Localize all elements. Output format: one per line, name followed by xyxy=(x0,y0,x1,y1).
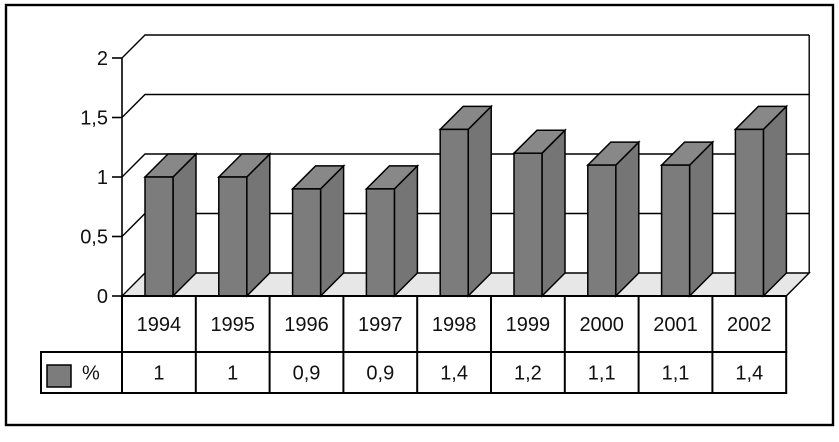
value-cell-1996: 0,9 xyxy=(293,363,321,385)
y-tick-label-1,5: 1,5 xyxy=(80,108,108,130)
year-cell-1997: 1997 xyxy=(358,314,403,336)
bar-2001 xyxy=(660,164,691,297)
y-tick-label-0,5: 0,5 xyxy=(80,227,108,249)
value-cell-2001: 1,1 xyxy=(662,363,690,385)
bar-1994 xyxy=(144,176,174,297)
gridline-1 xyxy=(121,153,810,178)
bar-side-1998 xyxy=(467,104,492,298)
legend-swatch-icon xyxy=(46,364,72,388)
year-cell-1994: 1994 xyxy=(137,314,182,336)
gridline-1,5 xyxy=(121,93,810,118)
value-cell-1997: 0,9 xyxy=(366,363,394,385)
bar-side-2002 xyxy=(762,104,788,298)
legend-label: % xyxy=(82,363,100,385)
value-cell-1999: 1,2 xyxy=(514,363,542,385)
bar-1997 xyxy=(365,188,396,297)
year-cell-2001: 2001 xyxy=(653,314,698,336)
value-cell-2000: 1,1 xyxy=(588,363,616,385)
value-cell-1994: 1 xyxy=(153,363,164,385)
value-cell-2002: 1,4 xyxy=(735,363,763,385)
bar-side-1995 xyxy=(246,152,271,298)
year-cell-2002: 2002 xyxy=(727,314,772,336)
year-cell-1998: 1998 xyxy=(432,314,477,336)
bar-side-2001 xyxy=(688,140,714,298)
year-cell-1995: 1995 xyxy=(210,314,255,336)
table-value-row xyxy=(40,351,788,394)
year-cell-2000: 2000 xyxy=(579,314,624,336)
bar-1999 xyxy=(513,152,543,297)
bar-2000 xyxy=(587,164,617,297)
bar-1998 xyxy=(439,128,469,297)
year-cell-1999: 1999 xyxy=(506,314,551,336)
value-cell-1995: 1 xyxy=(227,363,238,385)
bar-2002 xyxy=(734,128,765,297)
value-cell-1998: 1,4 xyxy=(440,363,468,385)
bar-1995 xyxy=(218,176,248,297)
y-tick-label-1: 1 xyxy=(97,167,108,189)
gridline-2 xyxy=(121,34,810,59)
year-cell-1996: 1996 xyxy=(284,314,329,336)
bar-1996 xyxy=(291,188,322,297)
bar-side-2000 xyxy=(615,140,640,298)
y-tick-label-2: 2 xyxy=(97,48,108,70)
y-tick-label-0: 0 xyxy=(97,286,108,308)
bar-side-1999 xyxy=(541,128,566,298)
bar-side-1994 xyxy=(172,152,197,298)
